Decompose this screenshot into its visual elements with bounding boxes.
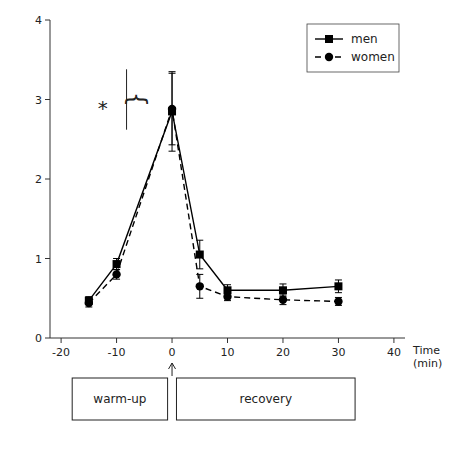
error-bar [196, 274, 203, 298]
data-point [279, 296, 287, 304]
error-bar [335, 297, 342, 305]
x-tick [227, 338, 228, 343]
legend-marker [325, 53, 333, 61]
data-point [334, 297, 342, 305]
legend-label: men [351, 32, 378, 46]
data-point [112, 270, 120, 278]
y-tick [45, 258, 50, 259]
error-bar [85, 299, 92, 307]
y-tick-label: 2 [35, 173, 42, 186]
error-bar [279, 295, 286, 305]
x-tick-label: -20 [52, 346, 70, 359]
y-tick-label: 0 [35, 332, 42, 345]
x-axis-label-line: (min) [413, 357, 442, 370]
y-tick [45, 179, 50, 180]
x-tick-label: 40 [387, 346, 401, 359]
x-tick-label: 20 [276, 346, 290, 359]
annotation: * [98, 96, 108, 120]
y-tick [45, 338, 50, 339]
phase-box [176, 378, 355, 420]
arrow [169, 363, 176, 376]
data-point [279, 286, 287, 294]
series [85, 73, 343, 307]
x-tick [172, 338, 173, 343]
data-point [168, 105, 176, 113]
x-tick-label: -10 [108, 346, 126, 359]
error-bar [169, 73, 176, 145]
error-bar [224, 293, 231, 301]
x-tick [338, 338, 339, 343]
brace: { [123, 92, 151, 107]
data-point [334, 282, 342, 290]
legend: men women [307, 24, 399, 72]
y-tick-label: 4 [35, 14, 42, 27]
data-point [223, 292, 231, 300]
x-axis-label-line: Time [412, 344, 440, 357]
series-line [89, 109, 339, 303]
error-bar [113, 270, 120, 280]
x-axis-label: Time(min) [412, 344, 442, 370]
data-point [196, 282, 204, 290]
y-tick-label: 1 [35, 253, 42, 266]
series [85, 72, 343, 305]
phase-box [72, 378, 167, 420]
x-tick-label: 10 [221, 346, 235, 359]
x-tick-label: 30 [331, 346, 345, 359]
data-point [196, 251, 204, 259]
plot-area [85, 72, 343, 308]
error-bar [113, 259, 120, 270]
x-tick [393, 338, 394, 343]
error-bar [196, 240, 203, 269]
x-tick-label: 0 [169, 346, 176, 359]
error-bar [169, 72, 176, 152]
x-tick [282, 338, 283, 343]
phase-label: warm-up [93, 392, 146, 406]
y-tick-label: 3 [35, 94, 42, 107]
y-tick [45, 99, 50, 100]
error-bar [335, 280, 342, 293]
x-tick [61, 338, 62, 343]
data-point [85, 299, 93, 307]
legend-frame [307, 24, 399, 72]
legend-marker [325, 35, 333, 43]
legend-label: women [351, 50, 395, 64]
x-tick [116, 338, 117, 343]
chart: -20 -10 0 10 20 30 40 0 1 2 3 4 Time(min) * { warm-up re… [0, 0, 474, 474]
phase-label: recovery [240, 392, 293, 406]
y-tick [45, 20, 50, 21]
series-line [89, 111, 339, 300]
